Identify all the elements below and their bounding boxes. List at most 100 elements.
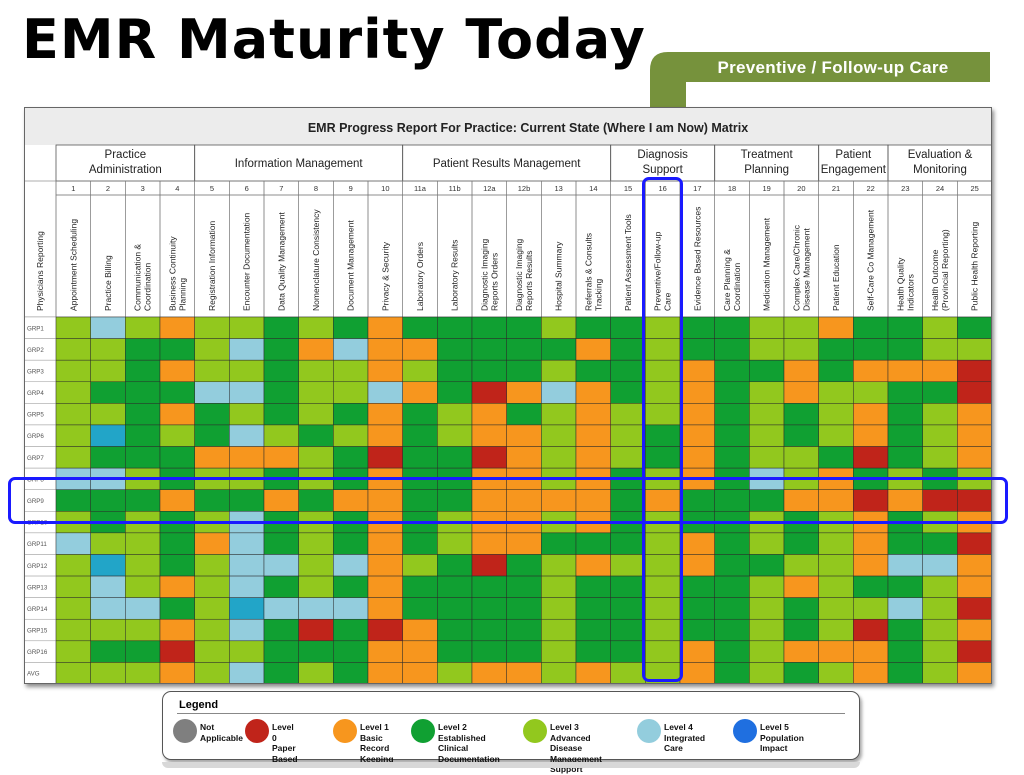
heatmap-cell: [541, 532, 577, 555]
heatmap-cell: [367, 554, 403, 577]
legend-label: Not Applicable: [200, 722, 243, 743]
column-name-label: Self-Care Co Management: [866, 209, 876, 311]
heatmap-cell: [437, 467, 473, 490]
row-label: GRP2: [27, 347, 44, 354]
column-name-label: Patient Assessment Tools: [623, 214, 633, 311]
column-number: 25: [970, 184, 978, 193]
legend-title: Legend: [179, 699, 219, 711]
heatmap-cell: [853, 338, 889, 361]
heatmap-cell: [298, 446, 334, 469]
heatmap-cell: [125, 575, 161, 598]
heatmap-cell: [90, 618, 126, 642]
column-name-label: Diagnostic Imaging: [479, 238, 489, 311]
heatmap-cell: [610, 424, 646, 447]
heatmap-cell: [263, 467, 299, 490]
heatmap-cell: [159, 467, 195, 490]
column-name-label: (Provincial Reporting): [940, 229, 950, 311]
heatmap-cell: [853, 618, 889, 642]
heatmap-cell: [679, 403, 715, 426]
heatmap-cell: [194, 489, 230, 512]
heatmap-cell: [575, 446, 611, 469]
heatmap-cell: [922, 446, 958, 469]
heatmap-cell: [887, 511, 923, 534]
heatmap-cell: [541, 597, 577, 620]
heatmap-cell: [818, 446, 854, 469]
heatmap-cell: [610, 446, 646, 469]
heatmap-cell: [402, 467, 438, 490]
legend-swatch: [173, 719, 197, 743]
heatmap-cell: [229, 403, 265, 426]
heatmap-cell: [749, 575, 785, 598]
heatmap-cell: [159, 316, 195, 339]
heatmap-cell: [229, 554, 265, 577]
heatmap-cell: [679, 618, 715, 642]
row-label: GRP9: [27, 498, 44, 505]
heatmap-cell: [853, 511, 889, 534]
heatmap-cell: [437, 575, 473, 598]
heatmap-cell: [645, 597, 681, 620]
heatmap-cell: [645, 662, 681, 684]
heatmap-cell: [957, 489, 992, 512]
heatmap-cell: [749, 554, 785, 577]
heatmap-cell: [159, 618, 195, 642]
group-header-label: Administration: [89, 164, 162, 176]
heatmap-cell: [263, 403, 299, 426]
heatmap-cell: [437, 316, 473, 339]
matrix-title: EMR Progress Report For Practice: Curren…: [308, 121, 748, 135]
heatmap-cell: [922, 424, 958, 447]
row-label: GRP1: [27, 325, 44, 332]
heatmap-cell: [229, 575, 265, 598]
heatmap-cell: [402, 640, 438, 663]
heatmap-cell: [194, 640, 230, 663]
heatmap-cell: [575, 381, 611, 404]
heatmap-cell: [194, 467, 230, 490]
column-number: 3: [141, 184, 145, 193]
heatmap-cell: [298, 554, 334, 577]
heatmap-cell: [645, 640, 681, 663]
heatmap-cell: [610, 618, 646, 642]
heatmap-cell: [783, 467, 819, 490]
heatmap-cell: [714, 424, 750, 447]
heatmap-cell: [506, 489, 542, 512]
heatmap-cell: [298, 381, 334, 404]
heatmap-cell: [333, 403, 369, 426]
legend-swatch: [733, 719, 757, 743]
heatmap-cell: [506, 316, 542, 339]
heatmap-cell: [957, 381, 992, 404]
heatmap-cell: [541, 662, 577, 684]
heatmap-cell: [506, 575, 542, 598]
heatmap-cell: [125, 446, 161, 469]
heatmap-cell: [714, 359, 750, 383]
heatmap-cell: [887, 381, 923, 404]
callout-label: Preventive / Follow-up Care: [676, 52, 990, 82]
group-header-label: Practice: [105, 149, 147, 161]
heatmap-cell: [333, 446, 369, 469]
heatmap-cell: [55, 511, 91, 534]
heatmap-cell: [645, 316, 681, 339]
row-label: GRP11: [27, 541, 47, 548]
heatmap-cell: [125, 403, 161, 426]
row-label: AVG: [27, 671, 40, 678]
heatmap-cell: [853, 489, 889, 512]
group-header-label: Diagnosis: [637, 149, 688, 161]
heatmap-cell: [159, 511, 195, 534]
heatmap-cell: [610, 597, 646, 620]
heatmap-cell: [263, 511, 299, 534]
heatmap-cell: [229, 618, 265, 642]
heatmap-cell: [471, 575, 507, 598]
heatmap-cell: [471, 359, 507, 383]
heatmap-cell: [298, 424, 334, 447]
heatmap-cell: [55, 640, 91, 663]
row-label: GRP4: [27, 390, 44, 397]
heatmap-cell: [783, 640, 819, 663]
column-number: 6: [245, 184, 249, 193]
legend-swatch: [333, 719, 357, 743]
heatmap-cell: [402, 316, 438, 339]
heatmap-cell: [679, 511, 715, 534]
heatmap-cell: [333, 640, 369, 663]
heatmap-cell: [957, 618, 992, 642]
heatmap-cell: [714, 446, 750, 469]
heatmap-cell: [298, 467, 334, 490]
heatmap-cell: [783, 359, 819, 383]
heatmap-cell: [402, 554, 438, 577]
